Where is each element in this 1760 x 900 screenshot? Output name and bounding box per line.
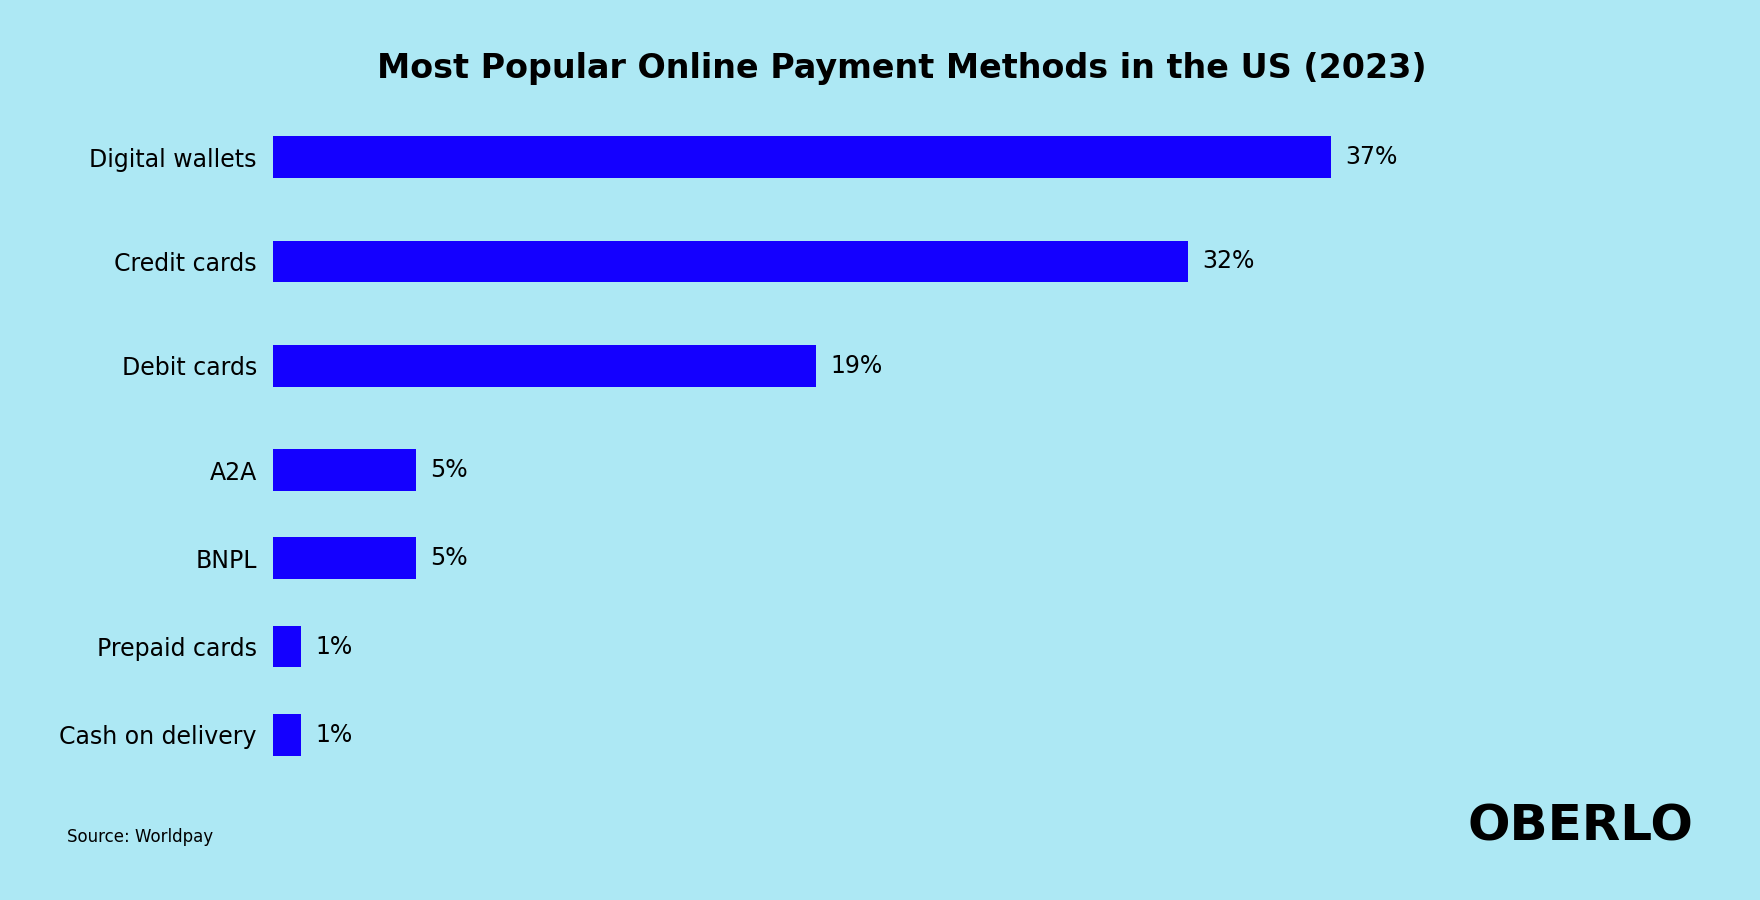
Bar — [273, 449, 415, 491]
Bar — [273, 714, 301, 756]
Text: 32%: 32% — [1202, 249, 1255, 274]
Text: 5%: 5% — [429, 458, 468, 482]
Text: 1%: 1% — [315, 634, 354, 659]
Text: Source: Worldpay: Source: Worldpay — [67, 828, 213, 846]
Text: 5%: 5% — [429, 546, 468, 571]
Bar — [273, 240, 1188, 283]
Text: 1%: 1% — [315, 723, 354, 747]
Text: 19%: 19% — [831, 354, 884, 378]
Title: Most Popular Online Payment Methods in the US (2023): Most Popular Online Payment Methods in t… — [377, 52, 1427, 86]
Bar — [273, 345, 817, 387]
Bar — [273, 136, 1331, 178]
Bar — [273, 537, 415, 580]
Bar — [273, 626, 301, 668]
Text: 37%: 37% — [1345, 145, 1397, 169]
Text: OBERLO: OBERLO — [1468, 803, 1693, 850]
